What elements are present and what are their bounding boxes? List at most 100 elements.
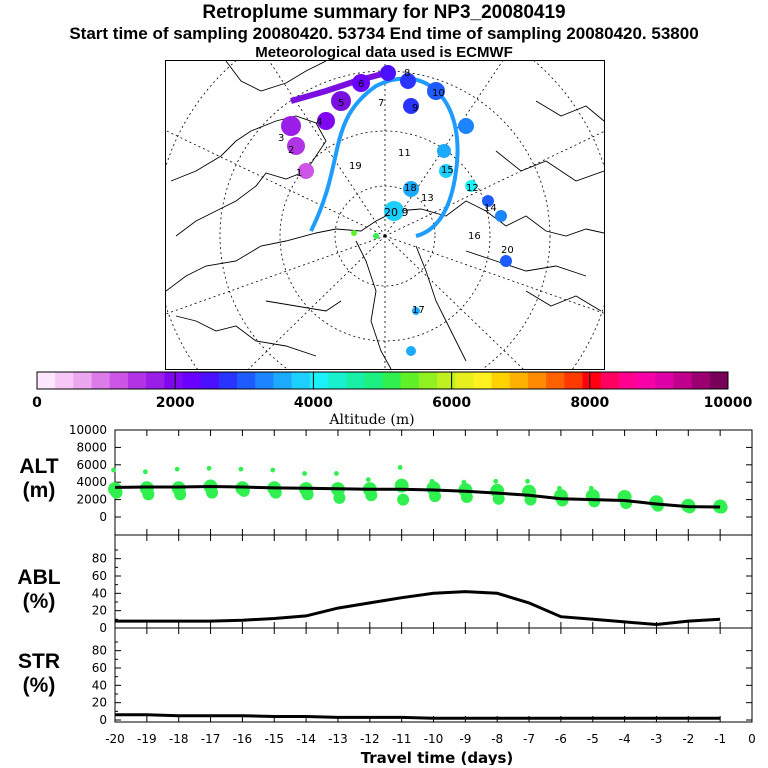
altitude-cluster-dot (556, 494, 569, 507)
alt-panel-label: ALT (m) (4, 455, 74, 503)
colorbar-cell (437, 372, 456, 389)
y-tick-label: 0 (99, 621, 107, 635)
colorbar-cell (691, 372, 711, 389)
str-panel-label: STR (%) (4, 650, 74, 698)
colorbar-cell (200, 372, 220, 389)
altitude-cluster-dot (270, 467, 276, 473)
colorbar-label: Altitude (m) (328, 412, 414, 428)
alt-label-top: ALT (19, 455, 59, 478)
x-tick-label: -4 (619, 732, 631, 746)
y-tick-label: 20 (92, 604, 107, 618)
colorbar-cell (600, 372, 620, 389)
colorbar-cell (309, 372, 329, 389)
plume-label: 1 (296, 168, 302, 179)
colorbar-cell (146, 372, 165, 389)
altitude-cluster-dot (525, 478, 530, 484)
y-tick-label: 0 (99, 510, 107, 524)
plume-label: 17 (412, 305, 425, 316)
x-tick-label: -8 (491, 732, 503, 746)
plume-label: 11 (398, 148, 411, 159)
abl-panel-label: ABL (%) (4, 566, 74, 614)
colorbar-tick-label: 6000 (432, 395, 471, 411)
sampling-time-subtitle: Start time of sampling 20080420. 53734 E… (69, 24, 699, 43)
panel-frame (114, 627, 753, 723)
x-axis-label: Travel time (days) (361, 749, 514, 765)
colorbar-tick-label: 8000 (570, 395, 609, 411)
polar-map: 1 2 3 4 5 6 7 8 9 10 11 12 13 14 15 16 1… (165, 60, 605, 370)
altitude-cluster-dot (397, 493, 410, 506)
plume-label: 20 (501, 245, 514, 256)
time-series-panels: 0 2000 4000 6000 8000 10000 0 20 40 60 80 0 20 40 60 80… (69, 425, 756, 765)
y-tick-label: 6000 (76, 458, 107, 472)
plume-label: 5 (338, 98, 344, 109)
y-tick-label: 80 (92, 552, 107, 566)
colorbar-cell (400, 372, 420, 389)
altitude-cluster-dot (588, 495, 601, 508)
colorbar-cell (327, 372, 347, 389)
colorbar-cell (673, 372, 693, 389)
y-tick-label: 60 (92, 661, 107, 675)
x-tick-label: -2 (682, 732, 694, 746)
plume-label: 12 (466, 183, 479, 194)
plume-label: 13 (421, 193, 434, 204)
plume-day-labels: 1 2 3 4 5 6 7 8 9 10 11 12 13 14 15 16 1… (278, 68, 514, 316)
colorbar-cell (546, 372, 565, 389)
colorbar-cell (273, 372, 293, 389)
series-line-ABL-fraction (115, 590, 721, 627)
x-tick-label: -11 (392, 732, 412, 746)
altitude-cluster-dot (493, 478, 499, 484)
panel-frame (114, 534, 753, 629)
colorbar-cell (127, 372, 147, 389)
x-tick-label: -12 (360, 732, 380, 746)
plume-dots (281, 65, 512, 356)
alt-label-unit: (m) (22, 479, 56, 502)
colorbar-cell (109, 372, 129, 389)
plume-label: 18 (404, 183, 417, 194)
altitude-cluster-dot (206, 486, 219, 499)
colorbar-tick-label: 4000 (294, 395, 333, 411)
x-tick-label: -1 (714, 732, 726, 746)
x-tick-label: -15 (264, 732, 284, 746)
y-tick-label: 20 (92, 696, 107, 710)
colorbar-cell (455, 372, 474, 389)
panel-2: 0 20 40 60 80 (92, 627, 753, 727)
colorbar-cell (382, 372, 402, 389)
chart-title: Retroplume summary for NP3_20080419 (202, 2, 566, 23)
plume-label: 2 (288, 145, 294, 156)
x-tick-label: -14 (296, 732, 316, 746)
altitude-cluster-dot (429, 490, 441, 503)
x-tick-label: -9 (459, 732, 471, 746)
colorbar-cell (637, 372, 656, 389)
x-tick-labels: -20 -19 -18 -17 -16 -15 -14 -13 -12 -11 -10 -9 -8 -7-… (105, 732, 756, 746)
colorbar-cell (291, 372, 311, 389)
x-tick-label: -20 (105, 732, 125, 746)
colorbar-cell (237, 372, 256, 389)
colorbar-cell (509, 372, 529, 389)
y-tick-label: 8000 (76, 440, 107, 454)
colorbar-cell (582, 372, 602, 389)
altitude-cluster-dot (174, 466, 180, 472)
plume-label: 9 (412, 103, 418, 114)
y-tick-label: 80 (92, 644, 107, 658)
altitude-cluster-dot (334, 471, 339, 476)
y-tick-label: 0 (99, 713, 107, 727)
colorbar-cell (364, 372, 383, 389)
colorbar-tick-label: 0 (32, 395, 42, 411)
colorbar-cell (346, 372, 365, 389)
y-tick-label: 40 (92, 586, 107, 600)
plume-label: 15 (441, 165, 454, 176)
panel-0: 0 2000 4000 6000 8000 10000 (69, 425, 753, 536)
altitude-cluster-dot (333, 491, 346, 504)
x-tick-label: -6 (555, 732, 567, 746)
altitude-cluster-dot (174, 488, 187, 501)
str-label-unit: (%) (22, 674, 56, 697)
x-tick-label: -19 (137, 732, 157, 746)
x-tick-label: -5 (587, 732, 599, 746)
altitude-cluster-dot (715, 501, 728, 514)
y-tick-label: 4000 (76, 475, 107, 489)
colorbar-cell (37, 372, 56, 389)
colorbar-cell (218, 372, 238, 389)
x-tick-label: 0 (748, 732, 756, 746)
met-data-note: Meteorological data used is ECMWF (255, 44, 513, 61)
plume-label: 16 (468, 231, 481, 242)
